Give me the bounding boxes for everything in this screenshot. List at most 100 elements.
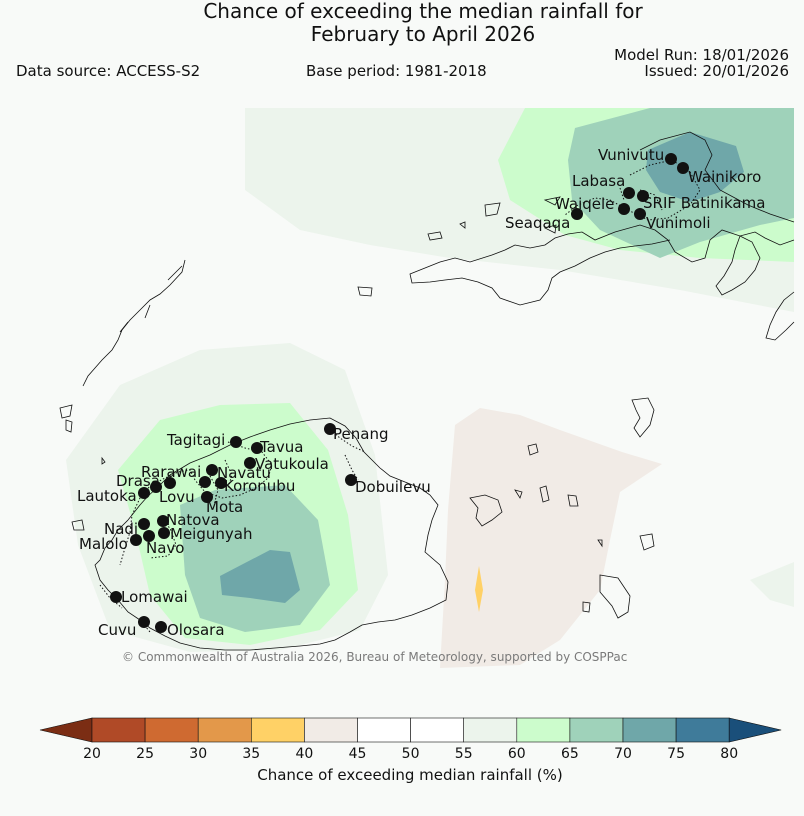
station-tavua: Tavua [251,438,303,456]
station-label-vatukoula: Vatukoula [255,455,329,473]
station-label-natova: Natova [166,511,220,529]
kadavu-islet-1 [469,494,503,527]
colorbar-tick-label: 50 [402,746,420,762]
station-label-meigunyah: Meigunyah [170,525,252,543]
colorbar-tick-label: 40 [295,746,313,762]
station-navo: Navo [143,530,184,557]
west-islet-2 [65,419,73,433]
station-marker-lovu [164,477,176,489]
colorbar-segment [144,717,199,743]
shade-35-40 [475,566,483,612]
station-label-koronubu: Koronubu [224,477,295,495]
station-natova: Natova [157,511,220,529]
station-lautoka: Lautoka [77,487,150,505]
station-label-vunivutu: Vunivutu [598,146,664,164]
station-koronubu: Koronubu [199,476,295,495]
lau-islet-5 [639,533,655,551]
west-islet-1 [59,404,73,419]
lau-islet-2 [527,443,539,456]
station-label-drasa: Drasa [116,472,160,490]
coastlines [59,131,795,651]
station-cuvu: Cuvu [98,616,150,639]
colorbar-tick-label: 35 [242,746,260,762]
station-marker-mota [201,491,213,503]
station-marker-wainikoro [677,162,689,174]
colorbar-segment [410,717,465,743]
station-label-mota: Mota [206,498,243,516]
yasawa-chain [82,259,186,387]
station-dobuilevu: Dobuilevu [345,474,431,496]
colorbar-tick-label: 70 [614,746,632,762]
station-marker-koronubu [199,476,211,488]
station-rarawai: Rarawai [141,463,218,481]
station-marker-rarawai [206,464,218,476]
shade-55-60-east [750,562,794,607]
station-waiqele: Waiqele [555,195,630,215]
station-label-lomawai: Lomawai [121,588,188,606]
station-label-dobuilevu: Dobuilevu [355,478,431,496]
taveuni-coast [765,291,795,341]
station-label-seaqaqa: Seaqaqa [505,214,570,232]
lau-islet-8 [597,539,603,548]
station-marker-cuvu [138,616,150,628]
station-label-lautoka: Lautoka [77,487,137,505]
north-islet-3 [427,231,443,241]
base-period: Base period: 1981-2018 [306,62,487,80]
station-marker-navatu [215,477,227,489]
savusavu-peninsula [715,235,761,296]
station-marker-seaqaqa [571,208,583,220]
colorbar-tick-label: 25 [136,746,154,762]
colorbar-extend-high [728,717,782,743]
station-label-wainikoro: Wainikoro [688,168,761,186]
station-drasa: Drasa [116,472,162,493]
station-vatukoula: Vatukoula [244,455,329,473]
model-run: Model Run: 18/01/2026 [614,46,789,64]
kadavu-islet-2 [514,489,523,499]
map-title: Chance of exceeding the median rainfall … [0,0,804,46]
colorbar-segment [91,717,146,743]
colorbar-extend-low [39,717,93,743]
station-tagitagi: Tagitagi [166,431,242,449]
lau-islet-6 [599,574,631,619]
colorbar-segment [304,717,358,743]
colorbar-tick-label: 30 [189,746,207,762]
colorbar-segment [357,717,411,743]
station-marker-dobuilevu [345,474,357,486]
station-label-vunimoli: Vunimoli [646,214,711,232]
station-label-malolo: Malolo [79,535,128,553]
station-vunivutu: Vunivutu [598,146,677,165]
issued-date: Issued: 20/01/2026 [644,62,789,80]
station-label-srif-batinikama: SRIF Batinikama [643,194,765,212]
station-label-tavua: Tavua [259,438,303,456]
colorbar-segment [251,717,305,743]
north-islet-1 [357,286,373,297]
station-label-tagitagi: Tagitagi [166,431,225,449]
colorbar-segment [622,717,677,743]
station-meigunyah: Meigunyah [158,525,252,543]
colorbar-tick-label: 65 [561,746,579,762]
colorbar-segment [197,717,252,743]
station-marker-srif-batinikama [637,190,649,202]
colorbar-tick-label: 55 [455,746,473,762]
station-label-cuvu: Cuvu [98,621,136,639]
station-navatu: Navatu [215,464,271,489]
station-marker-lautoka [138,487,150,499]
north-islet-4 [543,224,557,234]
station-labasa: Labasa [572,172,635,199]
colorbar-tick-label: 80 [720,746,738,762]
colorbar-tick-label: 45 [349,746,367,762]
station-marker-vatukoula [244,457,256,469]
lau-islet-3 [539,485,550,503]
colorbar-tick-label: 60 [508,746,526,762]
station-marker-olosara [155,621,167,633]
rainfall-map: Vunivutu Wainikoro Labasa Waiqele SRIF B… [59,108,795,668]
shade-70-75-south [220,550,300,603]
station-markers: Vunivutu Wainikoro Labasa Waiqele SRIF B… [77,146,765,639]
station-marker-penang [324,423,336,435]
colorbar-segments [39,717,782,743]
station-label-labasa: Labasa [572,172,625,190]
station-olosara: Olosara [155,621,225,639]
station-mota: Mota [201,491,243,516]
station-marker-navo [143,530,155,542]
colorbar-segment [516,717,571,743]
